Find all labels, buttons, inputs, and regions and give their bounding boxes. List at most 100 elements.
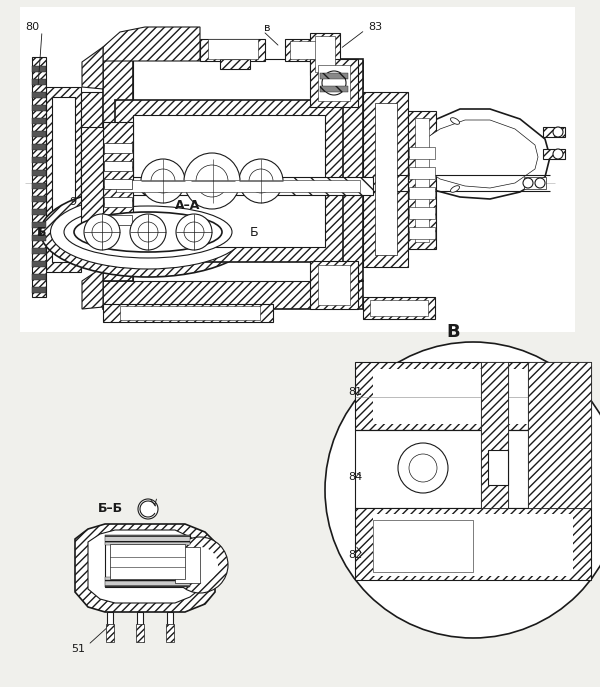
- Bar: [110, 544, 185, 579]
- Bar: [103, 281, 363, 309]
- Bar: [528, 362, 591, 508]
- Bar: [285, 39, 333, 61]
- Bar: [415, 118, 429, 242]
- Circle shape: [535, 178, 545, 188]
- Polygon shape: [408, 109, 550, 199]
- Bar: [104, 161, 132, 171]
- Bar: [481, 362, 508, 508]
- Bar: [167, 612, 173, 627]
- Bar: [32, 183, 46, 189]
- Bar: [310, 33, 340, 75]
- Ellipse shape: [451, 185, 460, 192]
- Circle shape: [130, 214, 166, 250]
- Bar: [32, 131, 46, 137]
- Ellipse shape: [64, 206, 232, 258]
- Bar: [32, 196, 46, 202]
- Bar: [32, 105, 46, 111]
- Text: Б–Б: Б–Б: [97, 502, 122, 515]
- Bar: [32, 170, 46, 176]
- Bar: [315, 36, 335, 72]
- Bar: [32, 209, 46, 215]
- Text: в: в: [264, 23, 270, 33]
- Circle shape: [523, 178, 533, 188]
- Bar: [32, 57, 46, 297]
- Text: 80: 80: [25, 22, 39, 32]
- Bar: [32, 287, 46, 293]
- Bar: [32, 261, 46, 267]
- Bar: [106, 624, 114, 642]
- Bar: [373, 520, 473, 572]
- Bar: [32, 222, 46, 228]
- Text: В: В: [446, 323, 460, 341]
- Bar: [409, 147, 435, 159]
- Bar: [103, 122, 133, 237]
- Bar: [32, 66, 46, 72]
- Bar: [310, 59, 358, 107]
- Polygon shape: [88, 530, 200, 603]
- Bar: [133, 59, 333, 281]
- Bar: [175, 547, 200, 583]
- Bar: [104, 197, 132, 207]
- Circle shape: [138, 499, 158, 519]
- Text: Б: Б: [250, 225, 259, 238]
- Bar: [373, 514, 573, 576]
- Circle shape: [92, 222, 112, 242]
- Circle shape: [398, 443, 448, 493]
- Text: А–А: А–А: [175, 199, 200, 212]
- Text: 83: 83: [368, 22, 382, 32]
- Bar: [133, 115, 325, 247]
- Text: 81: 81: [348, 387, 362, 397]
- Circle shape: [184, 153, 240, 209]
- Circle shape: [138, 222, 158, 242]
- Bar: [409, 167, 435, 179]
- Bar: [107, 612, 113, 627]
- Ellipse shape: [74, 212, 222, 252]
- Ellipse shape: [50, 195, 245, 269]
- Bar: [320, 86, 348, 92]
- Bar: [370, 300, 428, 316]
- Bar: [103, 304, 273, 322]
- Bar: [409, 187, 435, 199]
- Polygon shape: [82, 267, 103, 309]
- Bar: [220, 59, 250, 69]
- Circle shape: [322, 71, 346, 95]
- Circle shape: [196, 165, 228, 197]
- Bar: [32, 144, 46, 150]
- Bar: [81, 92, 103, 267]
- Bar: [524, 177, 546, 189]
- Text: 9: 9: [70, 197, 77, 207]
- Ellipse shape: [451, 117, 460, 124]
- Circle shape: [176, 214, 212, 250]
- Polygon shape: [103, 27, 200, 61]
- Circle shape: [239, 159, 283, 203]
- Circle shape: [553, 127, 563, 137]
- Bar: [103, 59, 133, 281]
- Bar: [104, 179, 132, 189]
- Circle shape: [141, 159, 185, 203]
- Bar: [136, 624, 144, 642]
- Bar: [137, 612, 143, 627]
- Bar: [408, 111, 436, 249]
- Bar: [318, 65, 350, 101]
- Bar: [333, 59, 363, 281]
- Circle shape: [249, 169, 273, 193]
- Bar: [52, 97, 75, 262]
- Bar: [375, 103, 397, 255]
- Bar: [104, 215, 132, 225]
- Bar: [488, 450, 508, 485]
- Circle shape: [182, 547, 218, 583]
- Bar: [318, 265, 350, 305]
- Bar: [105, 535, 190, 587]
- Circle shape: [553, 149, 563, 159]
- Bar: [116, 180, 360, 192]
- Bar: [409, 207, 435, 219]
- Circle shape: [409, 454, 437, 482]
- Circle shape: [191, 159, 235, 203]
- Bar: [81, 127, 103, 232]
- Text: 82: 82: [348, 550, 362, 560]
- Bar: [32, 79, 46, 85]
- Bar: [166, 624, 174, 642]
- Polygon shape: [75, 524, 215, 612]
- Bar: [208, 39, 258, 59]
- Bar: [103, 61, 363, 89]
